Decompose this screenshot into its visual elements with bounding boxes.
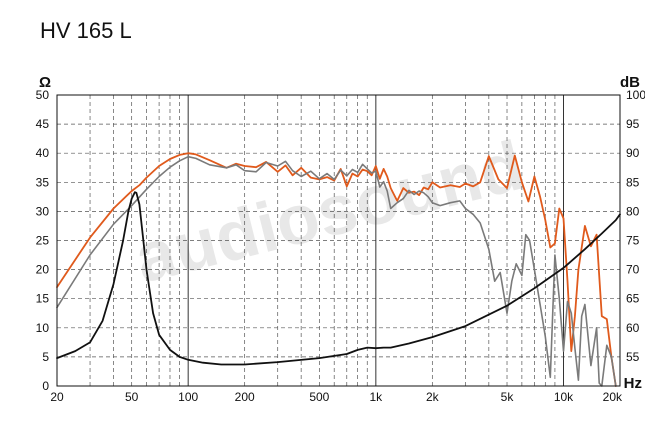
y-left-tick-label: 20 — [36, 263, 50, 277]
y-left-tick-label: 40 — [36, 146, 50, 160]
x-tick-label: 50 — [125, 390, 139, 404]
y-right-tick-label: 95 — [626, 117, 640, 131]
x-tick-label: 100 — [178, 390, 198, 404]
x-tick-label: 10k — [554, 390, 574, 404]
y-left-axis-label: Ω — [39, 74, 51, 91]
y-right-tick-label: 70 — [626, 263, 640, 277]
y-left-tick-label: 30 — [36, 204, 50, 218]
x-tick-label: 2k — [426, 390, 440, 404]
y-right-tick-label: 55 — [626, 350, 640, 364]
y-right-tick-label: 60 — [626, 321, 640, 335]
y-left-tick-label: 35 — [36, 175, 50, 189]
y-left-tick-label: 50 — [36, 88, 50, 102]
y-right-tick-label: 90 — [626, 146, 640, 160]
x-tick-label: 500 — [309, 390, 329, 404]
chart-title: HV 165 L — [40, 18, 132, 43]
y-right-tick-label: 65 — [626, 292, 640, 306]
y-left-tick-label: 45 — [36, 117, 50, 131]
x-tick-label: 20k — [603, 390, 623, 404]
series-line-impedance — [56, 191, 621, 366]
y-right-tick-label: 85 — [626, 175, 640, 189]
x-tick-label: 200 — [235, 390, 255, 404]
y-left-tick-label: 0 — [42, 379, 49, 393]
y-right-tick-label: 80 — [626, 204, 640, 218]
y-left-tick-label: 15 — [36, 292, 50, 306]
x-tick-label: 5k — [501, 390, 515, 404]
y-right-axis-label: dB — [620, 74, 640, 91]
x-axis-label: Hz — [624, 375, 642, 392]
y-left-tick-label: 25 — [36, 234, 50, 248]
plot-frame — [56, 94, 621, 387]
series-line-spl-off-axis — [56, 155, 617, 387]
y-left-tick-label: 10 — [36, 321, 50, 335]
x-tick-label: 20 — [50, 390, 64, 404]
y-right-tick-label: 75 — [626, 234, 640, 248]
y-right-tick-label: 100 — [626, 88, 645, 102]
y-left-tick-label: 5 — [42, 350, 49, 364]
x-tick-label: 1k — [369, 390, 383, 404]
